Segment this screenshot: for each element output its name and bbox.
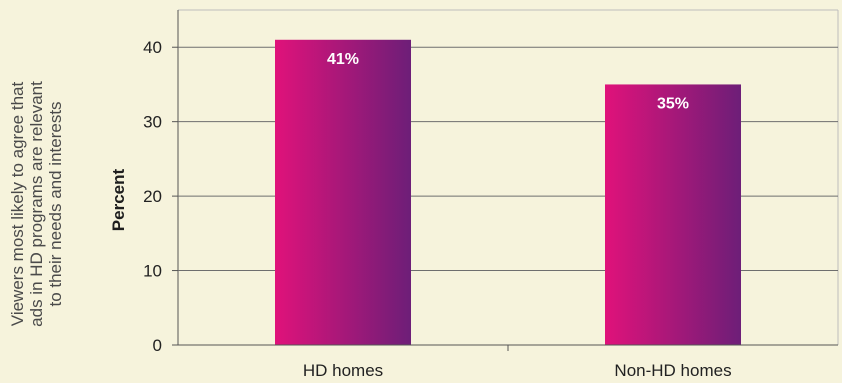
y-tick-label: 10 — [143, 262, 162, 281]
y-tick-label: 30 — [143, 113, 162, 132]
bar-data-labels: 41% 35% — [327, 51, 689, 113]
bar-hd-homes — [275, 39, 411, 346]
bar-data-label: 35% — [657, 95, 689, 112]
y-axis-title: Percent — [109, 168, 128, 231]
chart-description-line-2: ads in HD programs are relevant — [27, 81, 46, 327]
y-tick-label: 40 — [143, 38, 162, 57]
y-tick-label: 0 — [153, 336, 162, 355]
x-axis — [178, 344, 838, 351]
bars — [275, 39, 741, 346]
category-labels: HD homes Non-HD homes — [303, 361, 732, 380]
category-label: HD homes — [303, 361, 383, 380]
y-tick-label: 20 — [143, 187, 162, 206]
chart-description-line-1: Viewers most likely to agree that — [8, 82, 27, 327]
bar-data-label: 41% — [327, 51, 359, 68]
chart-description-line-3: to their needs and interests — [46, 101, 65, 306]
y-axis-ticks: 0 10 20 30 40 — [143, 38, 178, 355]
plot-frame — [177, 9, 839, 345]
category-label: Non-HD homes — [614, 361, 731, 380]
bar-non-hd-homes — [605, 84, 741, 345]
